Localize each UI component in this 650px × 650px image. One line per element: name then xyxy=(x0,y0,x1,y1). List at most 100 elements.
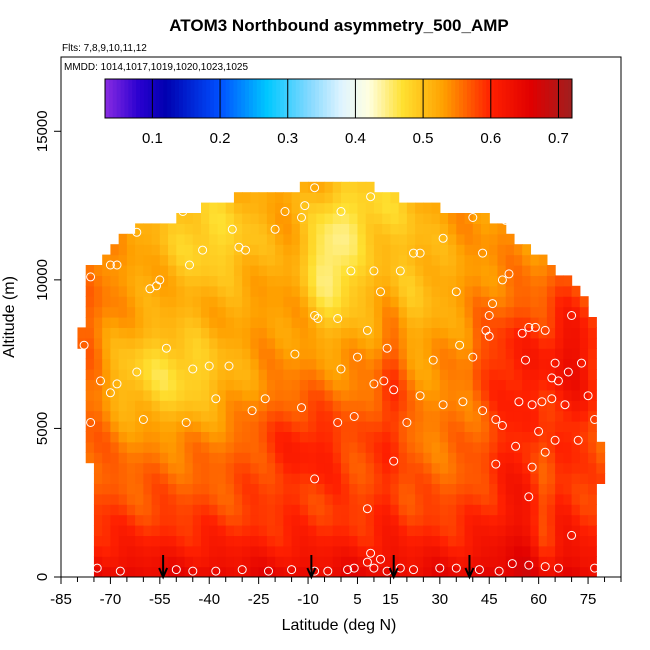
heat-cell xyxy=(291,452,301,464)
observation-point xyxy=(514,397,524,407)
heat-cell xyxy=(192,223,202,235)
heat-cell xyxy=(159,556,169,568)
heat-cell xyxy=(423,317,433,328)
heat-cell xyxy=(201,389,210,401)
heat-cell xyxy=(390,566,400,577)
heat-cell xyxy=(415,389,424,401)
heat-cell xyxy=(135,369,144,380)
heat-cell xyxy=(390,421,400,432)
heat-cell xyxy=(176,369,186,380)
heat-cell xyxy=(530,327,540,339)
heat-cell xyxy=(448,265,457,276)
heat-cell xyxy=(233,410,243,422)
heat-cell xyxy=(398,213,408,224)
heat-cell xyxy=(365,400,375,412)
heat-cell xyxy=(110,545,120,557)
heat-cell xyxy=(184,545,194,557)
heat-cell xyxy=(406,223,416,235)
heat-cell xyxy=(308,462,317,474)
heat-cell xyxy=(571,306,581,318)
heat-cell xyxy=(538,296,548,308)
heat-cell xyxy=(563,545,573,557)
heat-cell xyxy=(299,213,309,224)
colorbar-strip xyxy=(350,79,355,118)
heat-cell xyxy=(192,296,202,308)
heat-cell xyxy=(513,566,523,577)
heat-cell xyxy=(489,223,499,235)
observation-point xyxy=(389,385,399,395)
observation-point xyxy=(530,322,540,332)
heat-cell xyxy=(390,483,400,495)
heat-cell xyxy=(102,535,112,547)
heat-cell xyxy=(275,348,284,360)
heat-cell xyxy=(176,473,186,484)
heat-cell xyxy=(242,233,252,245)
heat-cell xyxy=(192,233,202,245)
heat-cell xyxy=(373,556,383,568)
heat-cell xyxy=(349,192,359,204)
heat-cell xyxy=(151,348,161,360)
heat-cell xyxy=(126,566,136,577)
heat-cell xyxy=(546,317,556,328)
heat-cell xyxy=(250,233,260,245)
colorbar-strip xyxy=(389,79,394,118)
heat-cell xyxy=(530,473,540,484)
heat-cell xyxy=(201,306,210,318)
heat-cell xyxy=(423,452,433,464)
heat-cell xyxy=(324,275,334,287)
heat-cell xyxy=(316,545,326,557)
observation-point xyxy=(553,376,563,386)
heat-cell xyxy=(513,275,523,287)
heat-cell xyxy=(168,348,177,360)
heat-cell xyxy=(151,265,161,276)
heat-cell xyxy=(349,462,359,474)
heat-cell xyxy=(110,317,120,328)
observation-point xyxy=(349,563,359,573)
heat-cell xyxy=(431,202,441,214)
heat-cell xyxy=(283,400,293,412)
heat-cell xyxy=(225,296,235,308)
heat-cell xyxy=(341,514,350,526)
heat-cell xyxy=(357,327,367,339)
x-tick-label: 60 xyxy=(530,591,547,608)
heat-cell xyxy=(555,493,564,505)
heat-cell xyxy=(184,213,194,224)
heat-cell xyxy=(266,545,276,557)
heat-cell xyxy=(233,233,243,245)
heat-cell xyxy=(85,410,95,422)
observation-point xyxy=(409,248,418,258)
heat-cell xyxy=(456,421,466,432)
heat-cell xyxy=(316,233,326,245)
heat-cell xyxy=(538,306,548,318)
heat-cell xyxy=(143,244,153,256)
heat-cell xyxy=(118,275,128,287)
heat-cell xyxy=(250,348,260,360)
heat-cell xyxy=(365,285,375,297)
heat-cell xyxy=(382,327,392,339)
heat-cell xyxy=(151,223,161,235)
heat-cell xyxy=(489,452,499,464)
x-axis-label: Latitude (deg N) xyxy=(282,617,397,634)
heat-cell xyxy=(242,400,252,412)
heat-cell xyxy=(332,244,342,256)
heat-cell xyxy=(439,296,449,308)
observation-point xyxy=(270,224,280,234)
heat-cell xyxy=(423,514,433,526)
heat-cell xyxy=(209,545,219,557)
heat-cell xyxy=(341,535,350,547)
heat-cell xyxy=(571,358,581,370)
heat-cell xyxy=(324,452,334,464)
heat-cell xyxy=(332,213,342,224)
heat-cell xyxy=(102,431,112,443)
heat-cell xyxy=(390,254,400,266)
colorbar-strip xyxy=(284,79,289,118)
heat-cell xyxy=(225,483,235,495)
heat-cell xyxy=(373,223,383,235)
heat-cell xyxy=(184,275,194,287)
heat-cell xyxy=(505,358,515,370)
heat-cell xyxy=(143,285,153,297)
heat-cell xyxy=(159,306,169,318)
heat-cell xyxy=(341,327,350,339)
heat-cell xyxy=(406,233,416,245)
heat-cell xyxy=(291,275,301,287)
